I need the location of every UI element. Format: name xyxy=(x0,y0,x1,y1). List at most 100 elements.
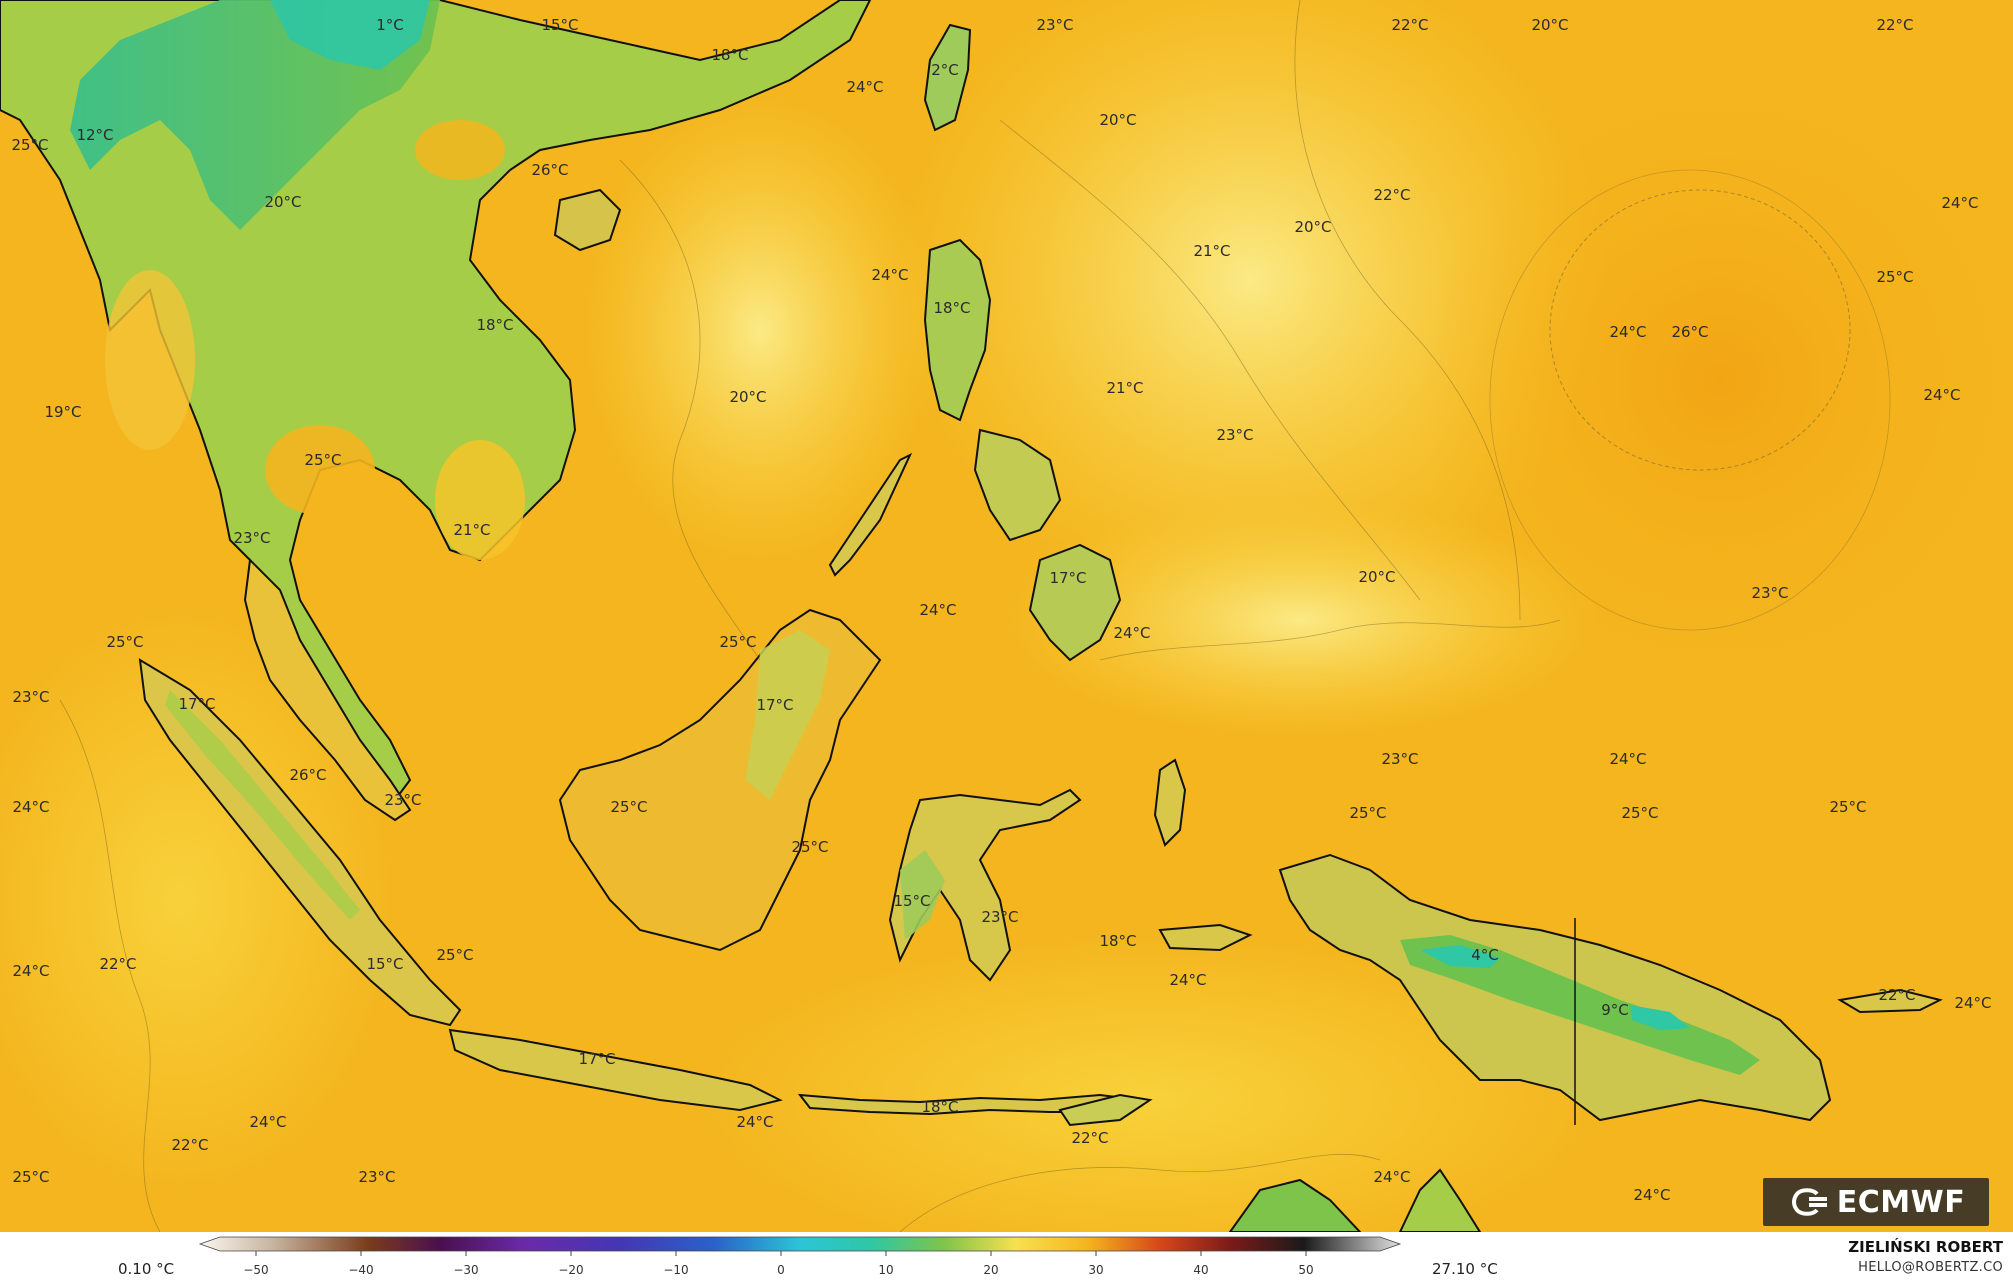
temperature-label: 24°C xyxy=(846,78,883,96)
temperature-label: 15°C xyxy=(893,892,930,910)
temperature-label: 25°C xyxy=(1876,268,1913,286)
land-australia-north xyxy=(1228,1178,1362,1232)
temperature-label: 22°C xyxy=(1876,16,1913,34)
lowland-thai xyxy=(265,425,375,515)
temperature-label: 23°C xyxy=(12,688,49,706)
colorbar-min-label: 0.10 °C xyxy=(118,1260,175,1278)
colorbar-tick-label: 20 xyxy=(983,1263,998,1277)
temperature-label: 17°C xyxy=(1049,569,1086,587)
temperature-label: 24°C xyxy=(1113,624,1150,642)
temperature-label: 24°C xyxy=(249,1113,286,1131)
land-seram xyxy=(1158,923,1253,952)
temperature-label: 25°C xyxy=(1349,804,1386,822)
temperature-label: 25°C xyxy=(304,451,341,469)
colorbar-footer: 0.10 °C −50 −40 −30 −20 xyxy=(0,1232,2013,1287)
colorbar-tick-label: −50 xyxy=(243,1263,268,1277)
temperature-label: 26°C xyxy=(289,766,326,784)
land-palawan xyxy=(828,452,913,577)
temperature-label: 19°C xyxy=(44,403,81,421)
temperature-label: 25°C xyxy=(1621,804,1658,822)
warm-eddy-east xyxy=(1420,80,2013,680)
land-mindanao xyxy=(1028,543,1122,662)
ecmwf-logo: ECMWF xyxy=(1763,1178,1989,1226)
temperature-label: 18°C xyxy=(933,299,970,317)
land-taiwan xyxy=(923,23,972,132)
temperature-label: 26°C xyxy=(1671,323,1708,341)
temperature-label: 24°C xyxy=(1609,750,1646,768)
temperature-label: 4°C xyxy=(1471,946,1499,964)
cool-band-south xyxy=(690,930,1610,1232)
temperature-labels: 1°C 15°C 18°C 23°C 22°C 20°C 22°C 25°C 12°C 24°C 2… xyxy=(11,16,1991,1204)
temperature-label: 17°C xyxy=(578,1050,615,1068)
temperature-label: 22°C xyxy=(171,1136,208,1154)
warm-eddy-east-core xyxy=(1549,189,1851,471)
land-hainan xyxy=(553,188,622,252)
colorbar-tick-label: 50 xyxy=(1298,1263,1313,1277)
contour-2 xyxy=(999,119,1421,601)
temperature-label: 22°C xyxy=(99,955,136,973)
warm-eddy-east-ring xyxy=(1489,169,1891,631)
land-cape-york xyxy=(1398,1168,1482,1232)
temperature-label: 25°C xyxy=(610,798,647,816)
colorbar-tick-label: −40 xyxy=(348,1263,373,1277)
temperature-label: 20°C xyxy=(264,193,301,211)
temperature-label: 23°C xyxy=(384,791,421,809)
temperature-label: 12°C xyxy=(76,126,113,144)
temperature-label: 22°C xyxy=(1373,186,1410,204)
temperature-label: 22°C xyxy=(1391,16,1428,34)
temperature-label: 24°C xyxy=(1923,386,1960,404)
temperature-label: 24°C xyxy=(1169,971,1206,989)
land-halmahera xyxy=(1153,758,1187,847)
temperature-label: 24°C xyxy=(1609,323,1646,341)
temperature-label: 25°C xyxy=(1829,798,1866,816)
temperature-label: 20°C xyxy=(1531,16,1568,34)
sulawesi-highlands xyxy=(900,850,945,940)
land-highland-core xyxy=(270,0,430,70)
temperature-label: 17°C xyxy=(178,695,215,713)
credit-name: ZIELIŃSKI ROBERT xyxy=(1848,1238,2003,1256)
temperature-label: 23°C xyxy=(358,1168,395,1186)
temperature-label: 18°C xyxy=(476,316,513,334)
mild-zone-west xyxy=(0,600,400,1200)
temperature-label: 24°C xyxy=(1954,994,1991,1012)
temperature-label: 25°C xyxy=(791,838,828,856)
temperature-label: 21°C xyxy=(453,521,490,539)
colorbar-tick-label: 30 xyxy=(1088,1263,1103,1277)
temperature-label: 25°C xyxy=(12,1168,49,1186)
cool-band-pacific xyxy=(890,0,1610,620)
temperature-label: 25°C xyxy=(11,136,48,154)
land-malay-peninsula xyxy=(243,557,412,822)
new-guinea-snowcap xyxy=(1420,945,1500,968)
land-sulawesi xyxy=(888,788,1082,982)
ecmwf-logo-icon xyxy=(1791,1188,1827,1216)
colorbar-tick-label: 0 xyxy=(777,1263,785,1277)
temperature-label: 22°C xyxy=(1071,1129,1108,1147)
temperature-label: 18°C xyxy=(921,1098,958,1116)
colorbar: −50 −40 −30 −20 −10 0 10 20 30 40 50 xyxy=(198,1236,1402,1277)
temperature-label: 23°C xyxy=(1036,16,1073,34)
colorbar-tick-label: −10 xyxy=(663,1263,688,1277)
temperature-label: 2°C xyxy=(931,61,959,79)
temperature-label: 15°C xyxy=(541,16,578,34)
temperature-label: 25°C xyxy=(106,633,143,651)
colorbar-ticks: −50 −40 −30 −20 −10 0 10 20 30 40 50 xyxy=(243,1251,1314,1277)
ecmwf-logo-text: ECMWF xyxy=(1836,1184,1966,1220)
temperature-label: 21°C xyxy=(1193,242,1230,260)
temperature-label: 20°C xyxy=(1099,111,1136,129)
credit-email: HELLO@ROBERTZ.CO xyxy=(1858,1260,2003,1275)
temperature-label: 24°C xyxy=(12,962,49,980)
lowland-vietnam-south xyxy=(435,440,525,560)
new-guinea-snowcap-east xyxy=(1630,1005,1690,1030)
temperature-label: 23°C xyxy=(981,908,1018,926)
colorbar-max-label: 27.10 °C xyxy=(1432,1260,1498,1278)
temperature-label: 23°C xyxy=(1751,584,1788,602)
new-guinea-highlands xyxy=(1400,935,1760,1075)
cool-band-scs xyxy=(580,90,940,570)
contour-5 xyxy=(899,1153,1381,1232)
temperature-label: 24°C xyxy=(1633,1186,1670,1204)
temperature-label: 24°C xyxy=(736,1113,773,1131)
land-new-britain xyxy=(1837,988,1943,1014)
temperature-label: 18°C xyxy=(1099,932,1136,950)
lowland-red-river xyxy=(415,120,505,180)
land-luzon xyxy=(923,238,992,422)
